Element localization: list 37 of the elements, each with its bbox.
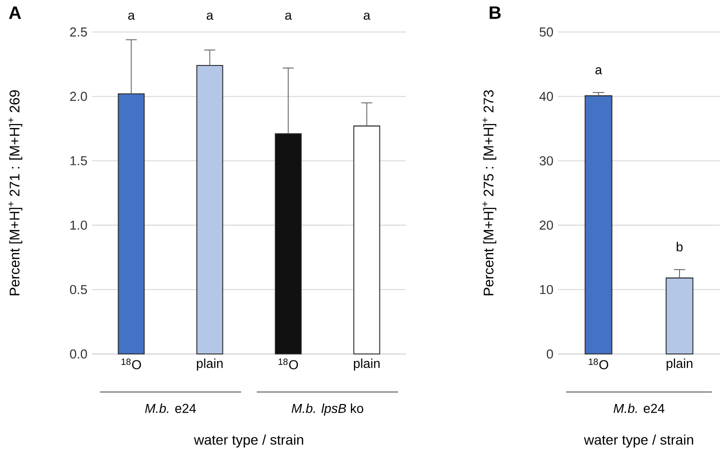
y-tick-label: 0.5 — [70, 284, 87, 294]
y-tick-label: 1.0 — [70, 220, 87, 230]
x-tick-label: plain — [666, 358, 692, 371]
text: a — [206, 12, 214, 20]
y-axis-title: Percent [M+H]$^{+}$ 271 : [M+H]$^{+}$ 269 — [8, 90, 22, 296]
y-tick-label: 1.5 — [70, 156, 87, 166]
text: a — [128, 12, 135, 20]
x-axis-title: water type / strain — [584, 434, 694, 448]
chart-title: A — [8, 6, 22, 19]
y-tick-label: 2.0 — [70, 92, 87, 101]
text: M.b. e24 — [145, 403, 196, 414]
x-tick-label: $^{18}$O — [122, 358, 141, 370]
y-tick-label: 0 — [546, 349, 553, 359]
x-tick-label: plain — [196, 358, 223, 371]
y-tick-label: 20 — [540, 220, 553, 230]
x-tick-label: $^{18}$O — [278, 358, 298, 370]
bar — [118, 93, 145, 354]
x-tick-label: $^{18}$O — [588, 358, 608, 370]
annotation: b — [676, 242, 683, 252]
text: a — [285, 12, 292, 20]
y-tick-label: 10 — [540, 284, 553, 294]
bar — [353, 126, 380, 354]
text: a — [364, 12, 370, 20]
x-tick-label: plain — [354, 358, 380, 371]
y-tick-label: 40 — [539, 92, 553, 101]
x-axis-title: water type / strain — [194, 434, 304, 448]
text: M.b. e24 — [614, 403, 664, 414]
y-tick-label: 0.0 — [70, 349, 87, 359]
bar — [196, 65, 224, 354]
text: M.b. lpsB ko — [292, 403, 364, 416]
annotation: a — [595, 67, 602, 74]
y-axis-title: Percent [M+H]$^{+}$ 275 : [M+H]$^{+}$ 273 — [482, 90, 496, 296]
y-tick-label: 30 — [540, 156, 553, 166]
y-tick-label: 50 — [540, 27, 553, 37]
bar — [274, 133, 302, 354]
y-tick-label: 2.5 — [70, 27, 87, 37]
chart-title: B — [490, 6, 501, 19]
